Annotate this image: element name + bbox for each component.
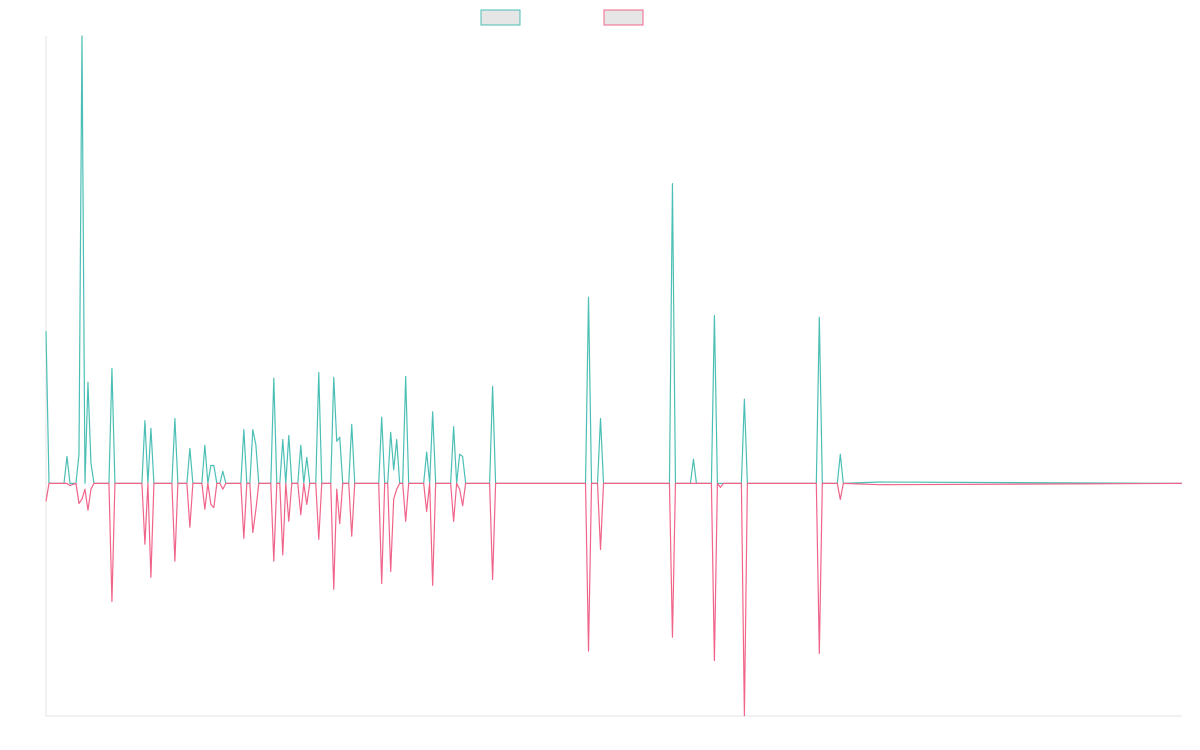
series-line — [45, 35, 1183, 484]
series-line — [45, 482, 1183, 717]
legend-swatch — [480, 9, 521, 26]
legend-swatch — [603, 9, 644, 26]
